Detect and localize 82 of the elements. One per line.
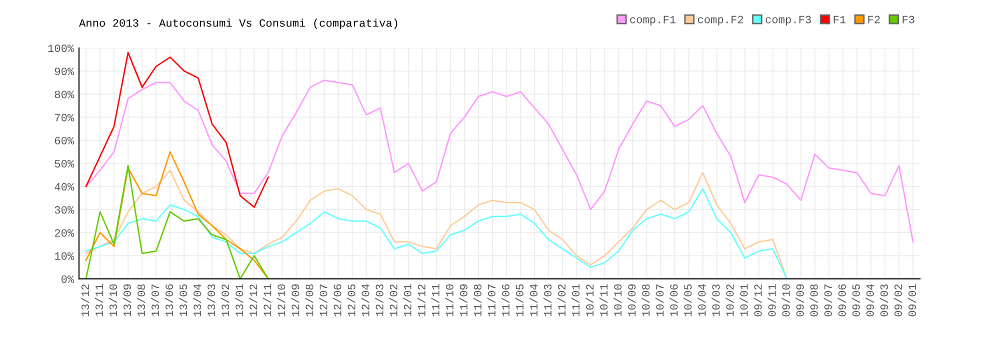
x-tick-label: 10/12 bbox=[585, 284, 594, 316]
x-tick-label: 10/08 bbox=[641, 284, 650, 316]
y-tick-label: 50% bbox=[54, 160, 74, 168]
legend-label: F1 bbox=[834, 16, 846, 24]
x-tick-label: 12/07 bbox=[319, 284, 328, 316]
x-tick-label: 09/08 bbox=[810, 284, 818, 316]
y-tick-label: 30% bbox=[54, 206, 74, 214]
x-tick-label: 12/06 bbox=[333, 284, 342, 316]
x-tick-label: 12/01 bbox=[403, 284, 412, 316]
x-tick-label: 13/03 bbox=[206, 284, 216, 316]
x-tick-label: 12/08 bbox=[305, 284, 314, 316]
x-tick-label: 09/05 bbox=[852, 284, 860, 316]
x-tick-label: 10/07 bbox=[656, 284, 664, 316]
y-tick-label: 20% bbox=[54, 229, 74, 237]
line-series bbox=[85, 80, 914, 243]
x-tick-label: 10/05 bbox=[684, 284, 692, 316]
x-tick-label: 11/06 bbox=[501, 284, 510, 316]
x-tick-label: 13/04 bbox=[192, 284, 202, 316]
x-tick-label: 13/01 bbox=[235, 284, 244, 316]
x-tick-label: 10/01 bbox=[740, 284, 748, 316]
y-tick-label: 70% bbox=[54, 114, 74, 122]
x-tick-label: 10/06 bbox=[670, 284, 678, 316]
x-tick-label: 10/02 bbox=[726, 284, 734, 316]
legend-label: comp.F1 bbox=[630, 16, 676, 26]
x-tick-label: 12/09 bbox=[291, 284, 300, 316]
x-tick-label: 09/10 bbox=[782, 284, 790, 316]
y-tick-label: 100% bbox=[48, 44, 74, 52]
x-tick-label: 11/12 bbox=[417, 284, 426, 316]
x-tick-label: 11/08 bbox=[473, 284, 482, 316]
y-tick-label: 90% bbox=[54, 68, 74, 76]
x-tick-label: 10/11 bbox=[599, 284, 608, 316]
x-tick-label: 13/08 bbox=[136, 284, 146, 316]
x-tick-label: 13/11 bbox=[94, 284, 104, 316]
y-tick-label: 80% bbox=[54, 90, 74, 98]
x-tick-label: 12/11 bbox=[263, 284, 272, 316]
x-tick-label: 09/12 bbox=[754, 284, 762, 316]
x-tick-label: 09/06 bbox=[838, 284, 846, 316]
x-tick-label: 09/11 bbox=[768, 284, 776, 316]
x-tick-label: 12/02 bbox=[389, 284, 398, 316]
x-tick-label: 13/02 bbox=[220, 284, 230, 316]
x-tick-label: 11/01 bbox=[571, 284, 580, 316]
x-tick-label: 13/06 bbox=[164, 284, 174, 316]
x-tick-label: 12/04 bbox=[361, 284, 370, 316]
y-tick-label: 60% bbox=[54, 136, 74, 144]
x-tick-label: 10/09 bbox=[627, 284, 636, 316]
x-tick-label: 09/03 bbox=[880, 284, 888, 316]
legend-label: F2 bbox=[868, 16, 880, 24]
x-tick-label: 09/02 bbox=[894, 284, 902, 316]
x-tick-label: 13/10 bbox=[108, 284, 118, 316]
x-tick-label: 11/03 bbox=[543, 284, 552, 316]
x-tick-label: 11/11 bbox=[431, 284, 440, 316]
x-tick-label: 13/09 bbox=[122, 284, 132, 316]
x-tick-label: 12/03 bbox=[375, 284, 384, 316]
x-tick-label: 13/07 bbox=[150, 284, 160, 316]
x-tick-label: 11/05 bbox=[515, 284, 524, 316]
line-series bbox=[85, 188, 788, 279]
y-tick-label: 10% bbox=[54, 252, 74, 260]
line-series bbox=[85, 52, 269, 208]
chart-title: Anno 2013 - Autoconsumi Vs Consumi (comparativa) bbox=[79, 18, 398, 29]
x-tick-label: 10/04 bbox=[698, 284, 706, 316]
line-series bbox=[85, 170, 788, 279]
x-tick-label: 11/04 bbox=[529, 284, 538, 316]
y-tick-label: 0% bbox=[61, 275, 74, 283]
x-tick-label: 13/05 bbox=[178, 284, 188, 316]
x-tick-label: 09/04 bbox=[866, 284, 874, 316]
legend-label: comp.F3 bbox=[766, 16, 811, 26]
x-tick-label: 12/12 bbox=[249, 284, 258, 316]
x-tick-label: 10/10 bbox=[613, 284, 622, 316]
x-tick-label: 11/09 bbox=[459, 284, 468, 316]
x-tick-label: 12/05 bbox=[347, 284, 356, 316]
x-tick-label: 09/01 bbox=[908, 284, 916, 316]
x-tick-label: 11/10 bbox=[445, 284, 454, 316]
x-tick-label: 12/10 bbox=[277, 284, 286, 316]
x-tick-label: 13/12 bbox=[80, 284, 89, 316]
x-tick-label: 11/07 bbox=[487, 284, 496, 316]
x-tick-label: 09/07 bbox=[824, 284, 832, 316]
legend-label: F3 bbox=[902, 16, 914, 24]
legend-label: comp.F2 bbox=[698, 16, 744, 26]
y-tick-label: 40% bbox=[54, 183, 74, 191]
x-tick-label: 10/03 bbox=[712, 284, 720, 316]
x-tick-label: 09/09 bbox=[796, 284, 804, 316]
x-tick-label: 11/02 bbox=[557, 284, 566, 316]
